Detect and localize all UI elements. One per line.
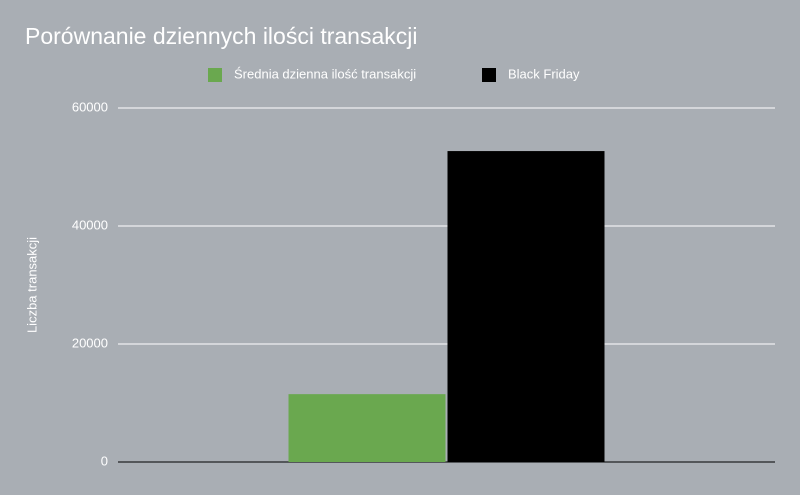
y-tick-label: 20000 bbox=[72, 335, 108, 350]
y-tick-label: 0 bbox=[101, 453, 108, 468]
legend-swatch bbox=[482, 68, 496, 82]
y-axis-label: Liczba transakcji bbox=[24, 237, 39, 333]
chart-title: Porównanie dziennych ilości transakcji bbox=[25, 23, 417, 49]
bar bbox=[447, 151, 605, 462]
y-tick-label: 40000 bbox=[72, 217, 108, 232]
legend-label: Średnia dzienna ilość transakcji bbox=[234, 66, 416, 81]
bar bbox=[288, 394, 446, 462]
y-tick-label: 60000 bbox=[72, 99, 108, 114]
legend-swatch bbox=[208, 68, 222, 82]
legend-label: Black Friday bbox=[508, 66, 580, 81]
